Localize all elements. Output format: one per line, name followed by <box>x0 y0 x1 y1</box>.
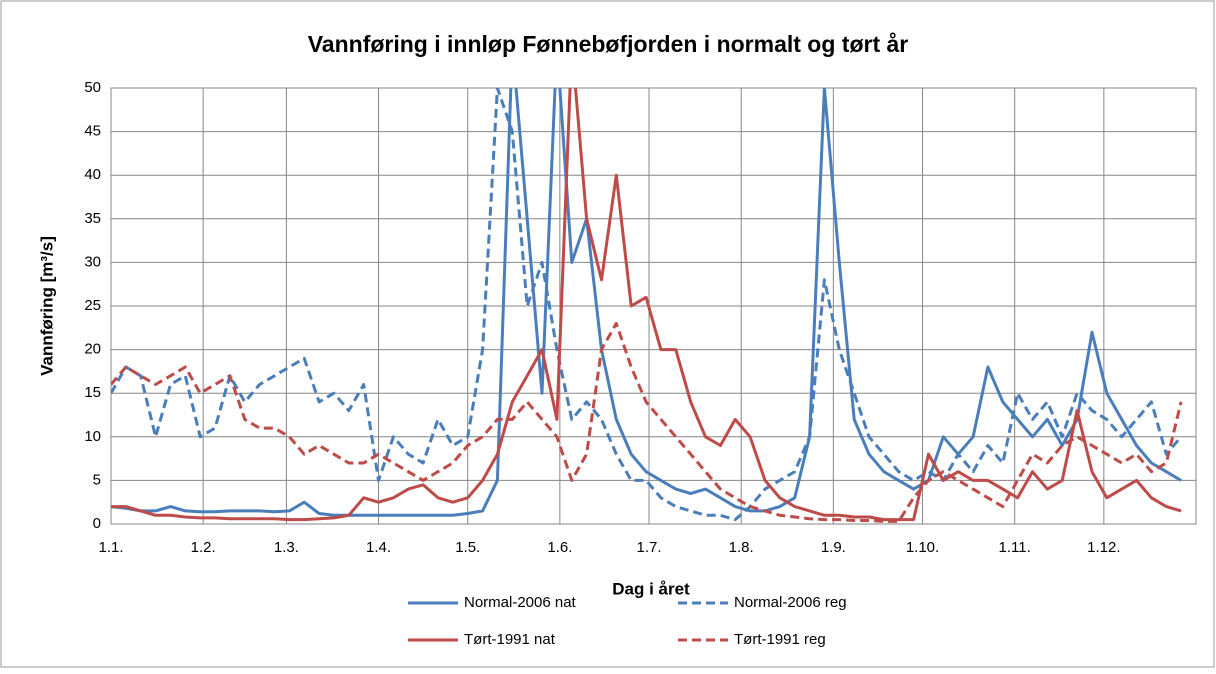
y-tick-label: 35 <box>84 210 101 227</box>
x-tick-label: 1.6. <box>547 539 572 556</box>
x-tick-label: 1.4. <box>366 539 391 556</box>
series-line <box>111 88 1182 517</box>
y-tick-label: 50 <box>84 79 101 96</box>
y-tick-label: 20 <box>84 341 101 358</box>
x-tick-label: 1.2. <box>191 539 216 556</box>
y-tick-label: 40 <box>84 166 101 183</box>
y-tick-label: 30 <box>84 253 101 270</box>
y-tick-label: 0 <box>93 515 101 532</box>
legend-label: Tørt-1991 nat <box>464 631 556 648</box>
series-line <box>111 321 1183 523</box>
plot-lines <box>111 88 1183 523</box>
legend-label: Tørt-1991 reg <box>734 631 826 648</box>
chart-title: Vannføring i innløp Fønnebøfjorden i nor… <box>308 31 909 57</box>
y-tick-label: 5 <box>93 471 101 488</box>
x-tick-label: 1.8. <box>729 539 754 556</box>
x-tick-label: 1.9. <box>821 539 846 556</box>
x-tick-label: 1.11. <box>999 539 1031 556</box>
y-tick-label: 45 <box>84 123 101 140</box>
y-tick-label: 25 <box>84 297 101 314</box>
legend-label: Normal-2006 nat <box>464 594 577 611</box>
x-tick-label: 1.10. <box>906 539 939 556</box>
x-tick-label: 1.5. <box>455 539 480 556</box>
x-tick-label: 1.1. <box>98 539 123 556</box>
y-axis-label: Vannføring [m³/s] <box>37 236 56 376</box>
legend-label: Normal-2006 reg <box>734 594 847 611</box>
x-axis-label: Dag i året <box>612 579 690 598</box>
y-tick-label: 10 <box>84 428 101 445</box>
x-tick-label: 1.12. <box>1087 539 1120 556</box>
y-tick-label: 15 <box>84 384 101 401</box>
x-tick-label: 1.7. <box>637 539 662 556</box>
series-line <box>111 88 1182 522</box>
x-tick-label: 1.3. <box>274 539 299 556</box>
